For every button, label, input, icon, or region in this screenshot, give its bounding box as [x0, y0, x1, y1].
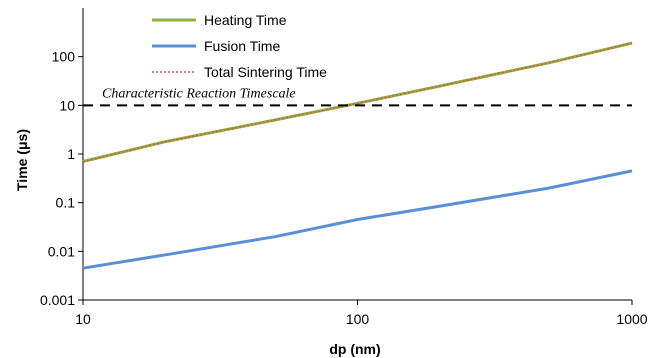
series-line-0: [82, 41, 633, 163]
x-tick-label: 1000: [616, 311, 647, 327]
y-tick-label: 10: [59, 97, 75, 113]
series-layer: [82, 41, 633, 270]
x-tick-label: 10: [75, 311, 91, 327]
series-line-2: [82, 42, 633, 163]
y-tick-label: 0.001: [40, 292, 75, 308]
legend-label-1: Fusion Time: [204, 38, 280, 54]
x-axis-ticks: 10 100 1000: [75, 300, 648, 327]
legend-label-2: Total Sintering Time: [204, 64, 327, 80]
y-tick-label: 1: [67, 146, 75, 162]
series-line-1: [82, 169, 633, 270]
x-axis-title: dp (nm): [329, 341, 380, 357]
y-tick-label: 0.01: [48, 243, 75, 259]
reference-lines: Characteristic Reaction Timescale: [83, 86, 632, 107]
y-axis-ticks: 0.001 0.01 0.1 1 10 100: [40, 49, 83, 308]
legend-label-0: Heating Time: [204, 12, 287, 28]
y-tick-label: 0.1: [56, 195, 76, 211]
x-tick-label: 100: [346, 311, 370, 327]
y-axis-title: Time (μs): [14, 129, 30, 191]
reference-line-label: Characteristic Reaction Timescale: [102, 86, 296, 101]
legend: Heating Time Fusion Time Total Sintering T…: [152, 12, 327, 80]
y-tick-label: 100: [52, 49, 76, 65]
